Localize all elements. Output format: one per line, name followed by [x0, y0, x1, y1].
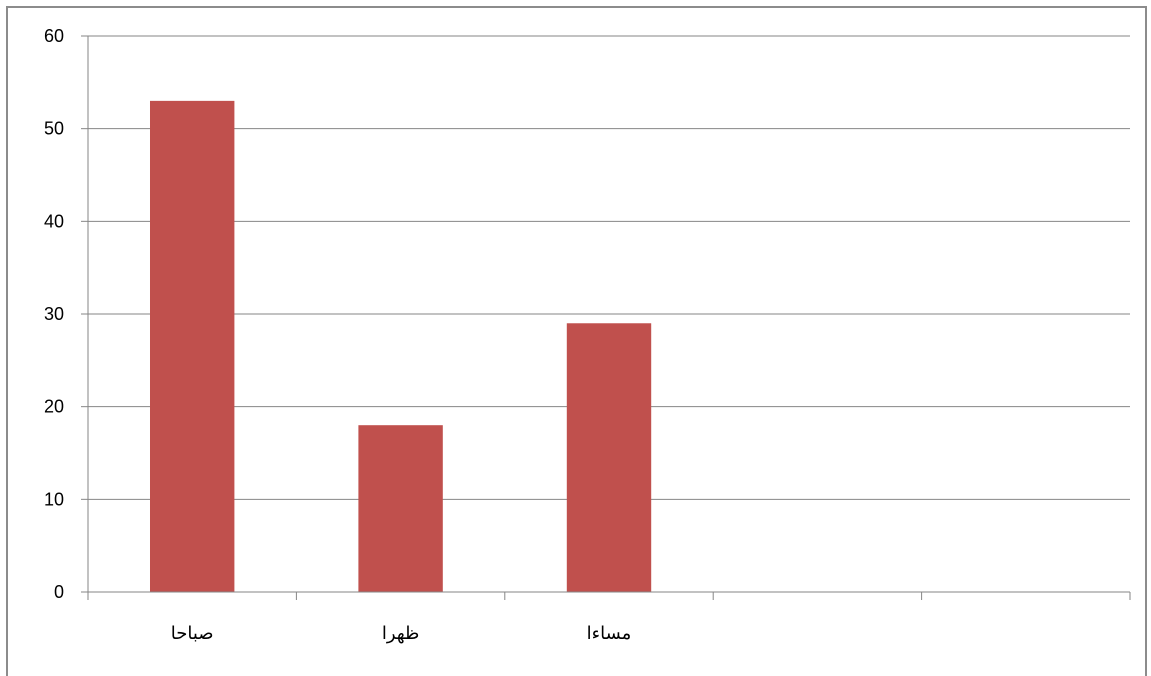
bar-1 [358, 425, 443, 592]
y-tick-label-60: 60 [44, 26, 64, 46]
y-tick-label-50: 50 [44, 119, 64, 139]
x-tick-label-1: ظهرا [382, 623, 420, 644]
x-tick-label-2: مساءا [587, 623, 632, 643]
y-tick-label-40: 40 [44, 211, 64, 231]
y-tick-label-20: 20 [44, 397, 64, 417]
bar-0 [149, 100, 235, 592]
y-tick-label-30: 30 [44, 304, 64, 324]
bar-2 [566, 323, 652, 592]
y-tick-label-0: 0 [54, 582, 64, 602]
x-tick-label-0: صباحا [171, 623, 214, 643]
y-tick-label-10: 10 [44, 489, 64, 509]
